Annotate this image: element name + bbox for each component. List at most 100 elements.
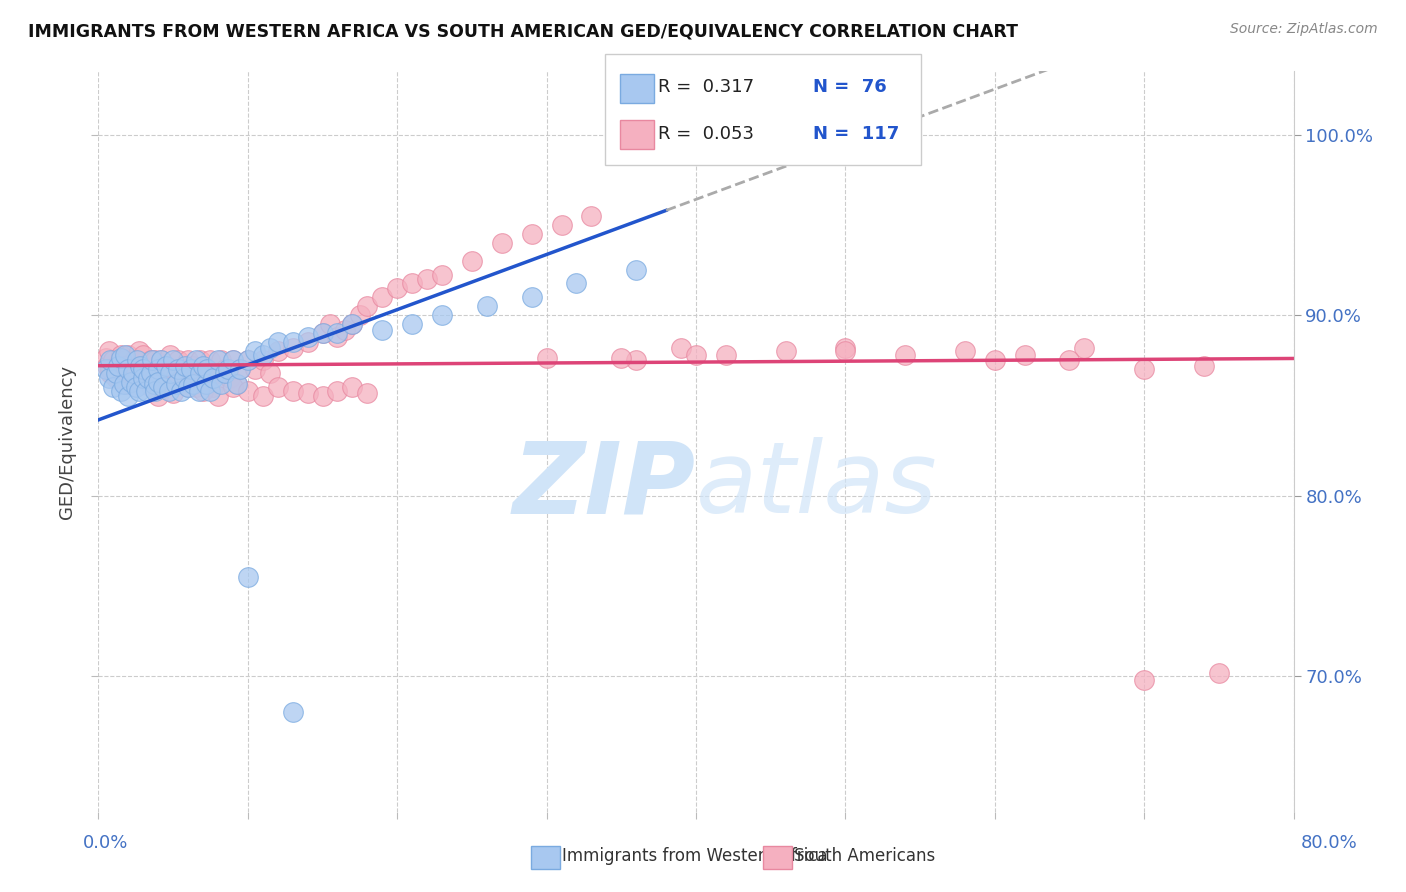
Point: [356, 299, 378, 313]
Point: [150, 353, 173, 368]
Point: [236, 570, 259, 584]
Point: [142, 376, 165, 391]
Point: [132, 348, 155, 362]
Point: [177, 380, 200, 394]
Point: [148, 375, 170, 389]
Point: [128, 344, 150, 359]
Point: [110, 348, 132, 362]
Point: [174, 359, 197, 373]
Point: [214, 366, 236, 380]
Point: [188, 353, 211, 368]
Point: [187, 384, 209, 398]
Point: [385, 281, 409, 295]
Point: [252, 353, 274, 368]
Point: [152, 380, 174, 394]
Point: [125, 380, 148, 394]
Point: [416, 272, 439, 286]
Point: [349, 308, 371, 322]
Point: [159, 366, 181, 380]
Point: [200, 384, 222, 398]
Point: [143, 384, 166, 398]
Point: [834, 344, 856, 359]
Point: [94, 362, 117, 376]
Point: [207, 366, 229, 380]
Point: [180, 371, 202, 385]
Point: [166, 353, 188, 368]
Text: 0.0%: 0.0%: [83, 834, 128, 852]
Point: [114, 359, 136, 373]
Point: [1208, 665, 1230, 680]
Point: [565, 276, 588, 290]
Point: [139, 353, 162, 368]
Text: R =  0.317: R = 0.317: [658, 78, 754, 96]
Point: [177, 353, 200, 368]
Point: [94, 351, 117, 366]
Point: [311, 326, 333, 341]
Point: [520, 227, 543, 241]
Point: [112, 371, 135, 385]
Point: [626, 263, 648, 277]
Point: [626, 353, 648, 368]
Point: [148, 366, 170, 380]
Point: [188, 366, 211, 380]
Point: [1133, 673, 1156, 687]
Point: [252, 389, 274, 403]
Point: [117, 348, 139, 362]
Point: [714, 348, 737, 362]
Point: [157, 384, 180, 398]
Point: [461, 254, 484, 268]
Point: [191, 359, 214, 373]
Point: [202, 380, 225, 394]
Point: [297, 330, 319, 344]
Point: [326, 326, 349, 341]
Point: [219, 371, 242, 385]
Point: [136, 371, 159, 385]
Y-axis label: GED/Equivalency: GED/Equivalency: [58, 365, 76, 518]
Point: [173, 362, 195, 376]
Point: [1133, 362, 1156, 376]
Point: [259, 366, 281, 380]
Point: [202, 371, 225, 385]
Point: [342, 317, 364, 331]
Point: [252, 348, 274, 362]
Point: [236, 353, 259, 368]
Point: [110, 384, 132, 398]
Point: [141, 353, 163, 368]
Point: [311, 326, 333, 341]
Point: [894, 348, 917, 362]
Point: [142, 362, 165, 376]
Point: [98, 366, 122, 380]
Point: [162, 353, 184, 368]
Point: [222, 380, 245, 394]
Text: Immigrants from Western Africa: Immigrants from Western Africa: [562, 847, 828, 865]
Point: [775, 344, 797, 359]
Point: [401, 276, 423, 290]
Point: [157, 371, 180, 385]
Point: [475, 299, 498, 313]
Point: [226, 376, 249, 391]
Point: [430, 308, 453, 322]
Point: [229, 362, 252, 376]
Point: [281, 335, 304, 350]
Point: [180, 362, 202, 376]
Point: [135, 384, 157, 398]
Point: [281, 384, 304, 398]
Point: [136, 362, 159, 376]
Point: [1073, 341, 1095, 355]
Point: [110, 351, 132, 366]
Point: [125, 366, 148, 380]
Point: [984, 353, 1007, 368]
Point: [181, 376, 204, 391]
Point: [125, 362, 148, 376]
Point: [155, 359, 177, 373]
Point: [195, 362, 218, 376]
Point: [143, 353, 166, 368]
Point: [342, 317, 364, 331]
Point: [148, 389, 170, 403]
Point: [124, 353, 146, 368]
Point: [520, 290, 543, 304]
Point: [114, 353, 136, 368]
Point: [191, 371, 214, 385]
Point: [491, 235, 513, 250]
Point: [132, 359, 155, 373]
